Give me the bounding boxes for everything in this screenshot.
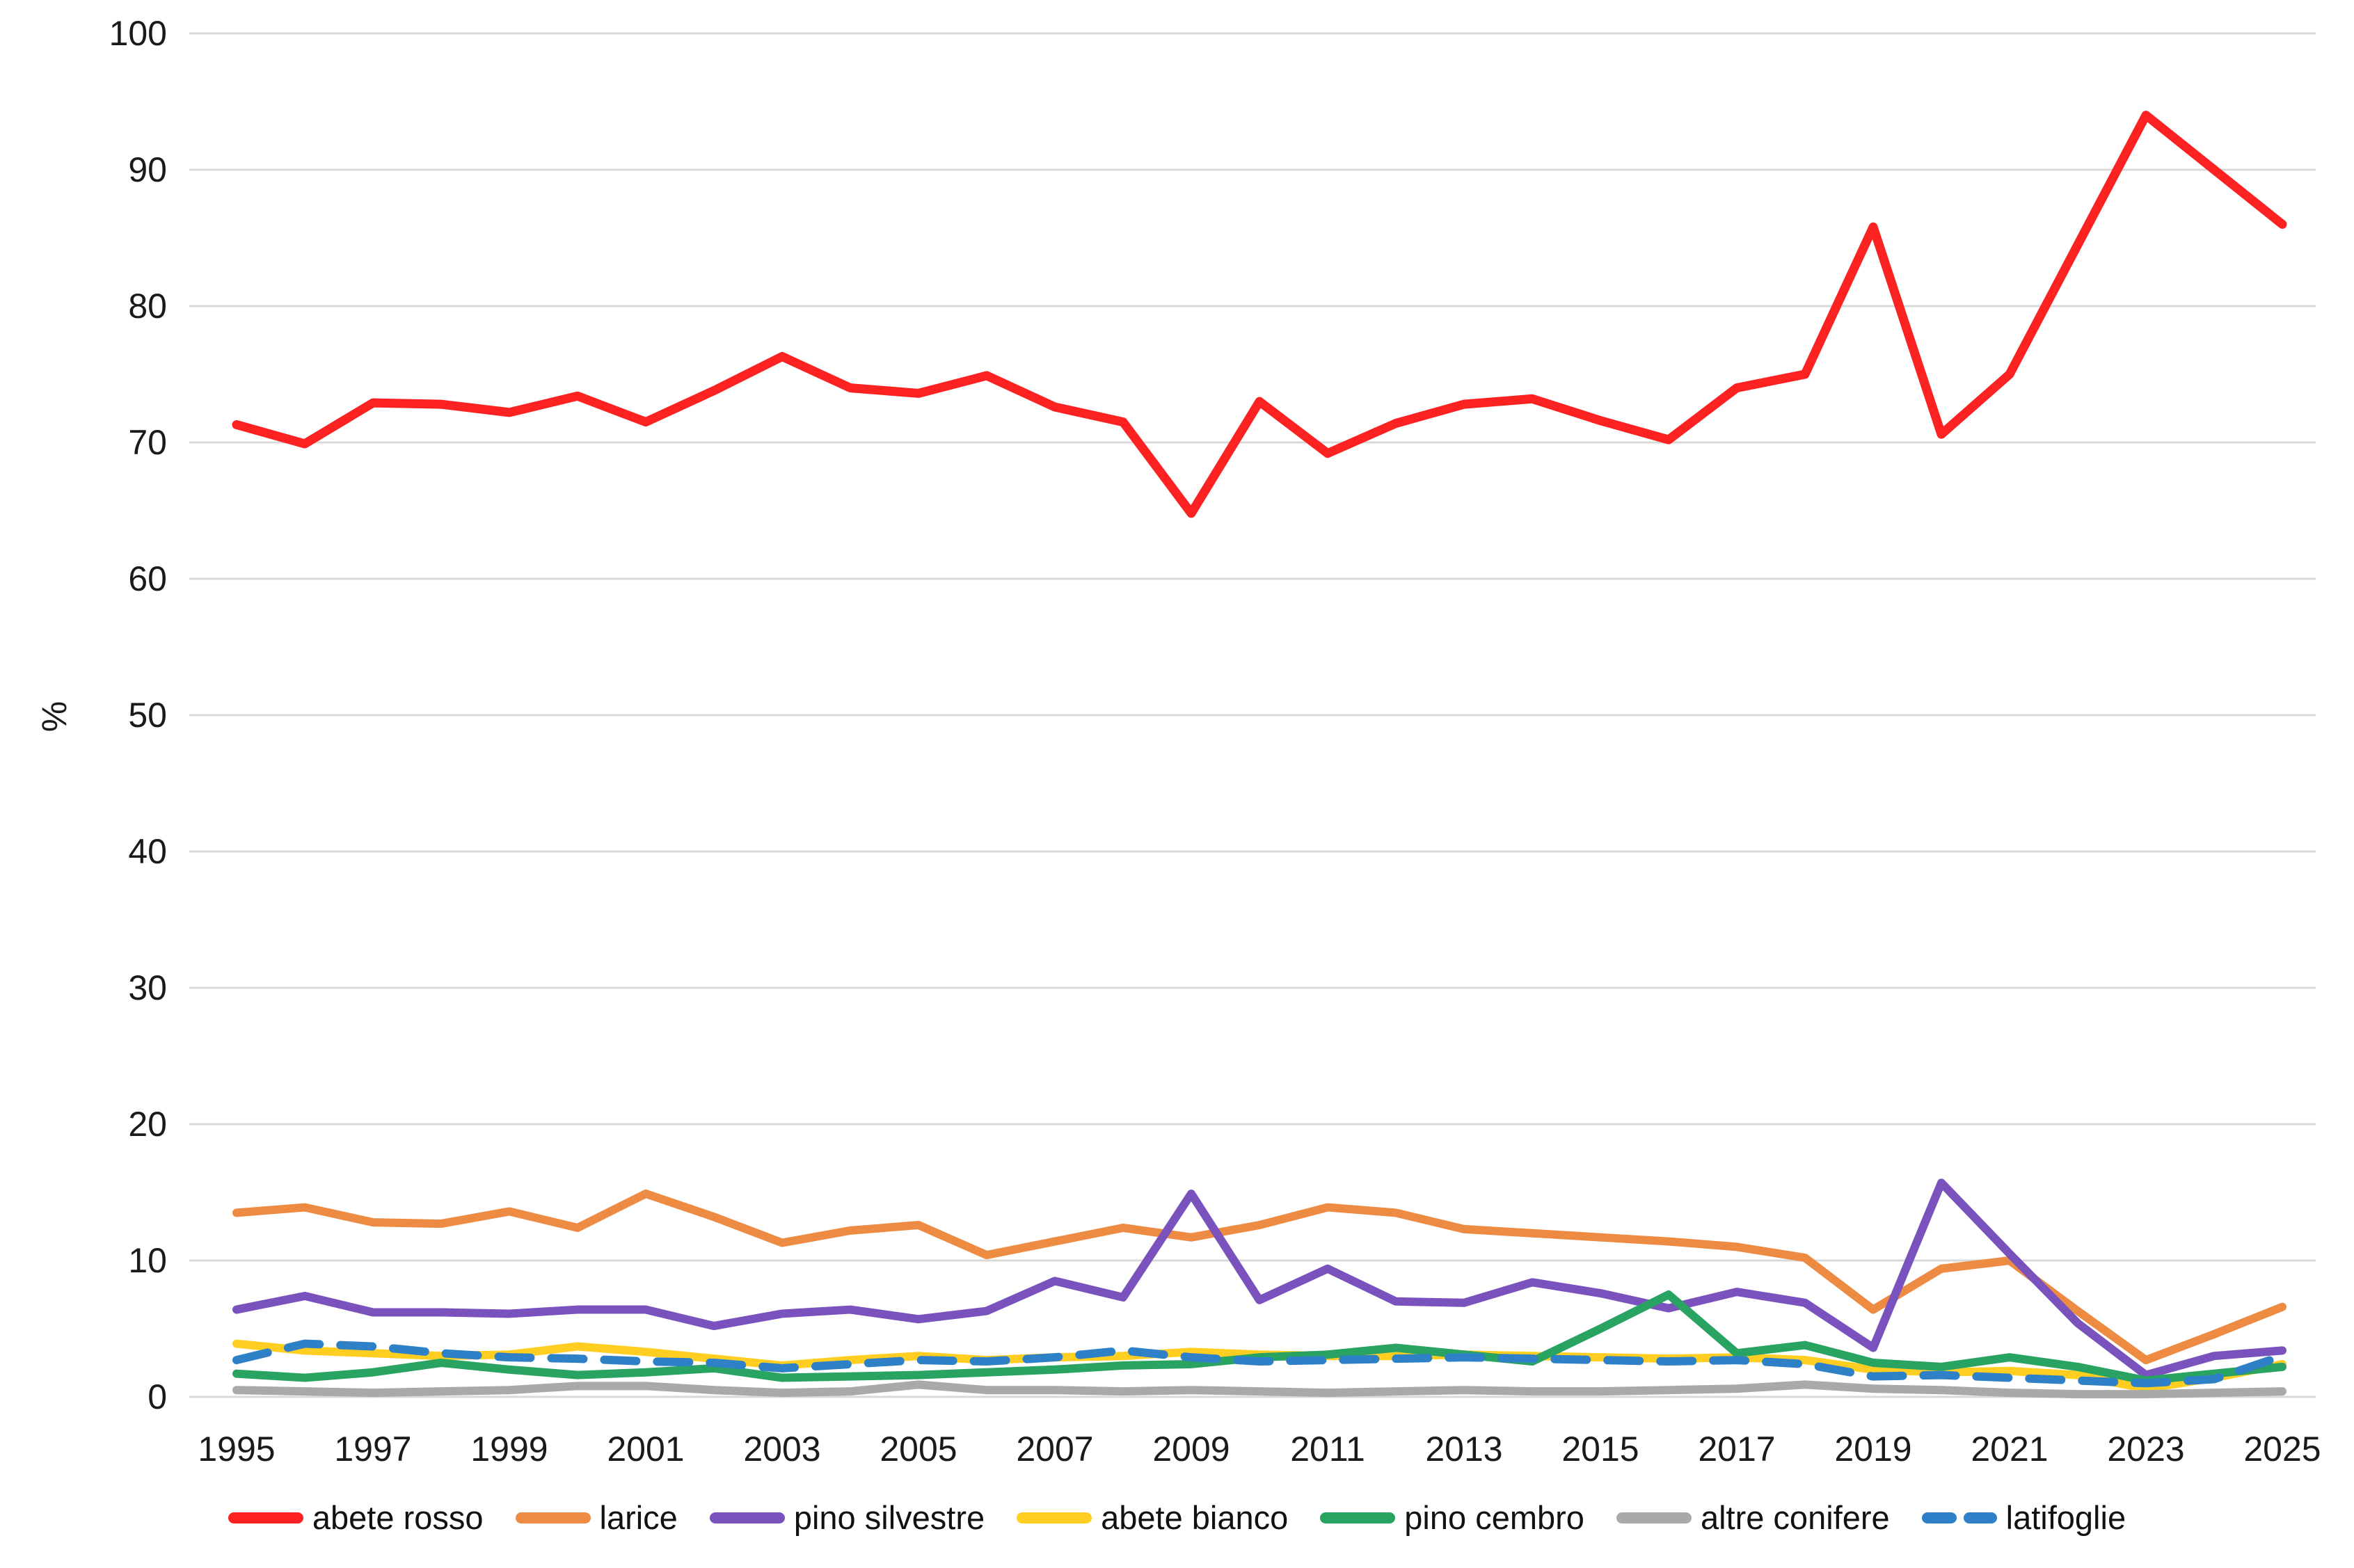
legend-item-altre-conifere: altre conifere (1616, 1501, 1890, 1534)
x-tick-label: 2021 (1971, 1430, 2048, 1469)
legend-swatch-icon (1616, 1512, 1692, 1523)
x-tick-label: 1999 (470, 1430, 548, 1469)
x-tick-label: 2009 (1152, 1430, 1230, 1469)
series-line-abete-rosso (232, 111, 2287, 518)
x-tick-label: 2001 (607, 1430, 684, 1469)
x-tick-label: 2005 (880, 1430, 957, 1469)
y-tick-label: 20 (128, 1105, 167, 1144)
x-tick-label: 2019 (1834, 1430, 1911, 1469)
series-line-pino-silvestre (232, 1178, 2287, 1379)
legend-label: larice (599, 1499, 678, 1536)
legend: abete rosso larice pino silvestre abete bia… (0, 1501, 2354, 1534)
legend-swatch-icon (228, 1512, 303, 1523)
y-tick-label: 70 (128, 423, 167, 462)
y-tick-label: 30 (128, 968, 167, 1007)
series-line-altre-conifere (232, 1380, 2287, 1399)
legend-item-abete-rosso: abete rosso (228, 1501, 484, 1534)
x-tick-label: 2013 (1425, 1430, 1502, 1469)
x-tick-label: 2017 (1698, 1430, 1775, 1469)
x-tick-label: 2011 (1290, 1430, 1365, 1469)
x-tick-label: 2015 (1561, 1430, 1639, 1469)
legend-item-abete-bianco: abete bianco (1017, 1501, 1288, 1534)
legend-item-pino-silvestre: pino silvestre (709, 1499, 985, 1536)
legend-label: abete rosso (312, 1499, 484, 1536)
x-tick-label: 1995 (198, 1430, 275, 1469)
y-axis-title: % (35, 701, 74, 732)
legend-swatch-icon (1921, 1512, 1997, 1523)
x-tick-label: 2023 (2107, 1430, 2184, 1469)
legend-label: abete bianco (1101, 1499, 1289, 1536)
y-tick-label: 60 (128, 559, 167, 598)
series-line-latifoglie (232, 1339, 2287, 1388)
y-tick-label: 50 (128, 696, 167, 735)
y-tick-label: 10 (128, 1241, 167, 1280)
legend-label: pino silvestre (793, 1499, 985, 1536)
legend-swatch-icon (709, 1512, 785, 1523)
x-tick-label: 2025 (2243, 1430, 2321, 1469)
y-tick-label: 90 (128, 150, 167, 189)
x-tick-label: 2007 (1016, 1430, 1093, 1469)
y-tick-label: 80 (128, 287, 167, 326)
legend-item-latifoglie: latifoglie (1921, 1499, 2126, 1536)
legend-swatch-icon (1017, 1512, 1092, 1523)
series-line-larice (232, 1189, 2287, 1365)
x-tick-label: 2003 (743, 1430, 820, 1469)
y-tick-label: 40 (128, 832, 167, 871)
legend-label: altre conifere (1700, 1499, 1890, 1536)
legend-item-larice: larice (515, 1499, 678, 1536)
legend-swatch-icon (515, 1512, 591, 1523)
x-tick-label: 1997 (334, 1430, 411, 1469)
legend-item-pino-cembro: pino cembro (1320, 1501, 1584, 1534)
legend-swatch-icon (1320, 1512, 1396, 1523)
legend-label: pino cembro (1404, 1499, 1584, 1536)
legend-label: latifoglie (2005, 1499, 2126, 1536)
y-tick-label: 0 (148, 1377, 167, 1416)
y-tick-label: 100 (109, 14, 167, 53)
